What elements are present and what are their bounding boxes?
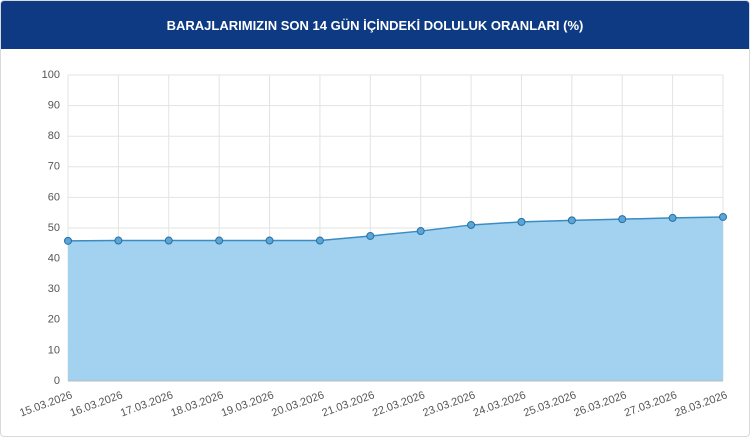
point	[517, 217, 526, 226]
x-tick-label: 19.03.2026	[220, 389, 276, 419]
point	[265, 236, 274, 245]
y-tick-label: 80	[48, 130, 60, 142]
y-tick-label: 60	[48, 191, 60, 203]
point	[618, 215, 627, 224]
point	[416, 227, 425, 236]
x-tick-label: 27.03.2026	[623, 389, 679, 419]
point	[215, 236, 224, 245]
x-tick-label: 16.03.2026	[69, 389, 125, 419]
x-tick-label: 22.03.2026	[371, 389, 427, 419]
x-tick-label: 25.03.2026	[522, 389, 578, 419]
x-tick-label: 23.03.2026	[421, 389, 477, 419]
y-tick-label: 100	[42, 69, 60, 81]
point	[315, 236, 324, 245]
x-tick-label: 21.03.2026	[320, 389, 376, 419]
point	[719, 212, 727, 221]
y-tick-label: 10	[48, 344, 60, 356]
point	[366, 231, 375, 240]
x-tick-label: 17.03.2026	[119, 389, 175, 419]
y-tick-label: 20	[48, 314, 60, 326]
x-tick-label: 20.03.2026	[270, 389, 326, 419]
point	[668, 213, 677, 222]
x-tick-label: 24.03.2026	[472, 389, 528, 419]
y-tick-label: 30	[48, 283, 60, 295]
area	[68, 216, 723, 381]
y-tick-label: 50	[48, 222, 60, 234]
point	[114, 236, 123, 245]
y-tick-label: 90	[48, 100, 60, 112]
x-tick-label: 26.03.2026	[572, 389, 628, 419]
y-tick-label: 40	[48, 253, 60, 265]
chart-title: BARAJLARIMIZIN SON 14 GÜN İÇİNDEKİ DOLUL…	[1, 1, 749, 49]
point	[64, 236, 72, 245]
y-tick-label: 0	[54, 375, 60, 387]
y-tick-label: 70	[48, 161, 60, 173]
point	[567, 216, 576, 225]
x-tick-label: 28.03.2026	[673, 389, 729, 419]
x-tick-label: 15.03.2026	[18, 389, 74, 419]
point	[164, 236, 173, 245]
line	[67, 216, 724, 242]
x-tick-label: 18.03.2026	[169, 389, 225, 419]
point	[467, 220, 476, 229]
